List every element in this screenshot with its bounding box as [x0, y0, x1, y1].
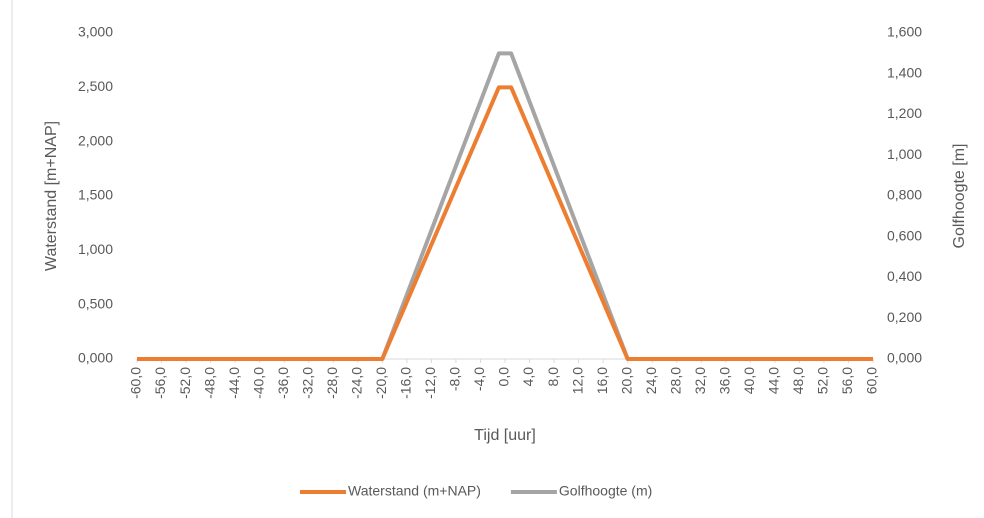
x-tick-label: -52,0	[177, 367, 193, 399]
y-tick-label: 1,000	[78, 241, 113, 257]
y2-tick-label: 0,400	[887, 268, 922, 284]
x-tick-label: 20,0	[618, 367, 634, 394]
x-tick-label: -56,0	[152, 367, 168, 399]
x-tick-label: 28,0	[667, 367, 683, 394]
x-tick-label: 40,0	[741, 367, 757, 394]
x-tick-label: -20,0	[373, 367, 389, 399]
series-line	[137, 51, 873, 361]
y2-tick-label: 0,000	[887, 350, 922, 366]
y-axis-title: Waterstand [m+NAP]	[43, 121, 60, 271]
x-tick-label: -40,0	[250, 367, 266, 399]
x-tick-label: 16,0	[594, 367, 610, 394]
y2-tick-label: 1,200	[887, 105, 922, 121]
x-tick-label: -48,0	[201, 367, 217, 399]
x-axis-title: Tijd [uur]	[474, 427, 536, 444]
x-tick-label: 24,0	[643, 367, 659, 394]
x-tick-label: 36,0	[717, 367, 733, 394]
x-tick-label: -24,0	[349, 367, 365, 399]
x-tick-label: -12,0	[422, 367, 438, 399]
y-tick-label: 0,500	[78, 295, 113, 311]
y2-tick-label: 0,800	[887, 187, 922, 203]
x-tick-label: 48,0	[790, 367, 806, 394]
x-tick-label: 4,0	[520, 367, 536, 387]
legend-label: Waterstand (m+NAP)	[348, 483, 481, 499]
y-tick-label: 2,500	[78, 78, 113, 94]
y-tick-label: 2,000	[78, 132, 113, 148]
x-tick-label: -8,0	[447, 367, 463, 391]
y2-tick-label: 1,000	[887, 146, 922, 162]
x-tick-label: 60,0	[864, 367, 880, 394]
y-tick-label: 3,000	[78, 24, 113, 40]
x-tick-label: -60,0	[128, 367, 144, 399]
x-tick-label: 0,0	[496, 367, 512, 387]
series-line	[137, 85, 873, 361]
y-tick-label: 1,500	[78, 187, 113, 203]
x-tick-label: -44,0	[226, 367, 242, 399]
x-tick-label: 44,0	[766, 367, 782, 394]
y2-tick-label: 0,600	[887, 227, 922, 243]
x-tick-label: -4,0	[471, 367, 487, 391]
y2-axis-title: Golfhoogte [m]	[951, 144, 968, 249]
x-tick-label: -36,0	[275, 367, 291, 399]
x-tick-label: 52,0	[815, 367, 831, 394]
x-tick-label: 12,0	[569, 367, 585, 394]
legend-label: Golfhoogte (m)	[559, 483, 652, 499]
y-tick-label: 0,000	[78, 350, 113, 366]
x-tick-label: -16,0	[398, 367, 414, 399]
y2-tick-label: 1,600	[887, 24, 922, 40]
x-tick-label: 32,0	[692, 367, 708, 394]
y2-tick-label: 0,200	[887, 309, 922, 325]
x-tick-label: -28,0	[324, 367, 340, 399]
y2-tick-label: 1,400	[887, 64, 922, 80]
x-tick-label: -32,0	[299, 367, 315, 399]
x-tick-label: 56,0	[839, 367, 855, 394]
x-tick-label: 8,0	[545, 367, 561, 387]
